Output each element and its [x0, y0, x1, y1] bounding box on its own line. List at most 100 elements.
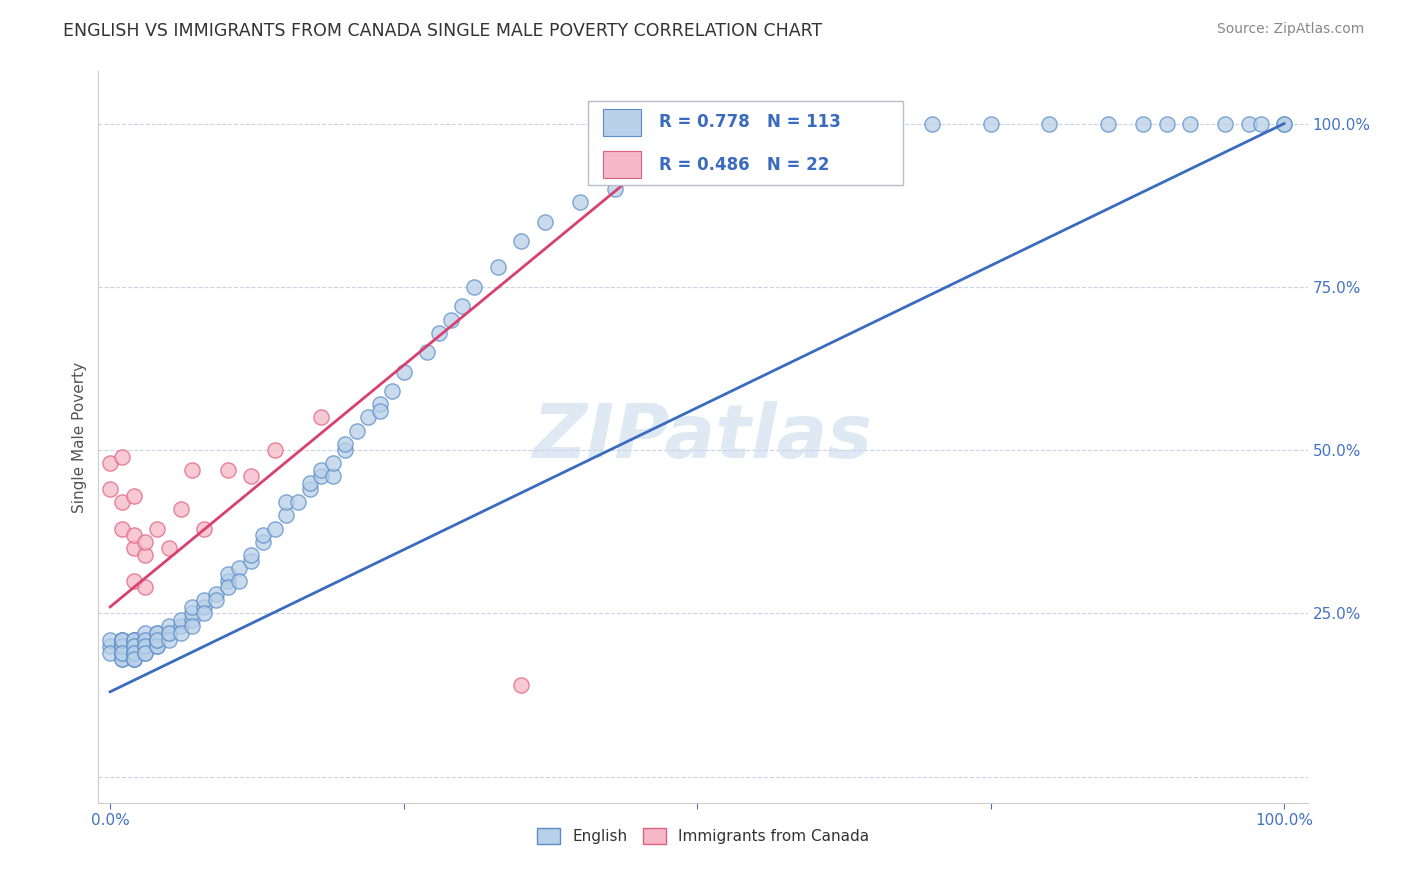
Point — [111, 639, 134, 653]
Point — [204, 593, 226, 607]
Point — [111, 495, 134, 509]
Point — [862, 117, 884, 131]
Point — [368, 404, 391, 418]
Point — [368, 397, 391, 411]
Point — [146, 626, 169, 640]
Point — [240, 554, 263, 568]
Point — [134, 632, 156, 647]
Point — [122, 489, 145, 503]
Point — [181, 599, 204, 614]
Point — [134, 639, 156, 653]
Point — [263, 443, 285, 458]
Point — [169, 502, 191, 516]
Point — [322, 456, 344, 470]
Point — [193, 521, 215, 535]
Point — [122, 528, 145, 542]
Point — [392, 365, 415, 379]
Point — [98, 646, 121, 660]
Point — [181, 619, 204, 633]
Point — [134, 646, 156, 660]
Point — [98, 632, 121, 647]
Point — [298, 475, 321, 490]
Point — [451, 300, 474, 314]
Point — [276, 495, 298, 509]
Point — [333, 436, 356, 450]
Point — [134, 639, 156, 653]
Point — [1215, 117, 1237, 131]
Point — [181, 463, 204, 477]
Point — [122, 541, 145, 555]
Point — [311, 469, 333, 483]
Bar — [603, 109, 641, 136]
Point — [1132, 117, 1154, 131]
Point — [134, 632, 156, 647]
Point — [111, 639, 134, 653]
Point — [1038, 117, 1060, 131]
Legend: English, Immigrants from Canada: English, Immigrants from Canada — [531, 822, 875, 850]
Y-axis label: Single Male Poverty: Single Male Poverty — [72, 361, 87, 513]
Point — [1156, 117, 1178, 131]
Point — [533, 214, 555, 228]
Point — [276, 508, 298, 523]
Point — [146, 626, 169, 640]
Point — [122, 632, 145, 647]
Point — [157, 632, 180, 647]
Point — [111, 639, 134, 653]
Point — [638, 162, 661, 177]
Text: ZIPatlas: ZIPatlas — [533, 401, 873, 474]
Point — [111, 652, 134, 666]
Point — [193, 607, 215, 621]
Point — [111, 632, 134, 647]
Point — [146, 632, 169, 647]
Point — [204, 587, 226, 601]
Point — [510, 678, 533, 692]
Point — [1272, 117, 1295, 131]
Point — [287, 495, 309, 509]
Point — [122, 646, 145, 660]
Point — [439, 312, 461, 326]
Point — [122, 652, 145, 666]
Point — [311, 410, 333, 425]
Point — [146, 632, 169, 647]
Point — [122, 639, 145, 653]
Point — [193, 599, 215, 614]
Point — [98, 456, 121, 470]
Point — [486, 260, 509, 275]
Point — [217, 567, 239, 582]
Point — [1180, 117, 1202, 131]
Point — [252, 534, 274, 549]
Point — [1272, 117, 1295, 131]
Point — [193, 593, 215, 607]
Point — [217, 463, 239, 477]
Point — [111, 521, 134, 535]
Point — [111, 632, 134, 647]
Text: R = 0.486   N = 22: R = 0.486 N = 22 — [659, 155, 830, 174]
Point — [134, 626, 156, 640]
Point — [240, 469, 263, 483]
Point — [122, 652, 145, 666]
Point — [134, 534, 156, 549]
Point — [157, 626, 180, 640]
Point — [298, 483, 321, 497]
Point — [921, 117, 943, 131]
Point — [217, 580, 239, 594]
Point — [217, 574, 239, 588]
Point — [181, 613, 204, 627]
Point — [134, 580, 156, 594]
Point — [122, 646, 145, 660]
Point — [686, 117, 709, 131]
Point — [169, 619, 191, 633]
Point — [169, 613, 191, 627]
Point — [381, 384, 404, 399]
Point — [603, 182, 626, 196]
Point — [263, 521, 285, 535]
Point — [98, 483, 121, 497]
Point — [252, 528, 274, 542]
Point — [311, 463, 333, 477]
Text: R = 0.778   N = 113: R = 0.778 N = 113 — [659, 113, 841, 131]
Point — [111, 652, 134, 666]
Point — [1237, 117, 1260, 131]
Point — [157, 619, 180, 633]
Point — [510, 234, 533, 248]
Point — [169, 626, 191, 640]
